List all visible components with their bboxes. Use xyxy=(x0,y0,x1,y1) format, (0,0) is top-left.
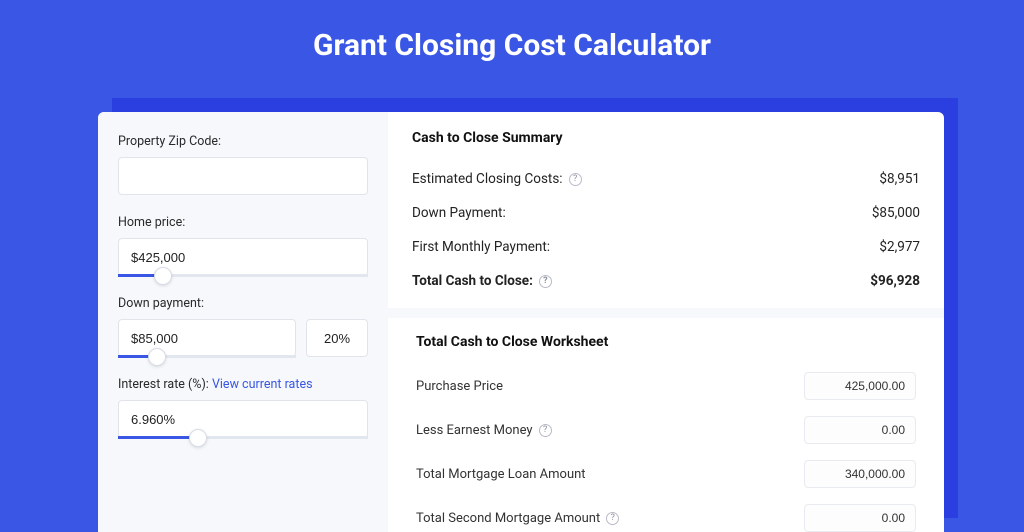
home-price-slider-handle[interactable] xyxy=(154,267,172,285)
calculator-panel: Property Zip Code: Home price: Down paym… xyxy=(98,112,944,532)
rate-label-prefix: Interest rate (%): xyxy=(118,377,212,392)
down-payment-block: Down payment: xyxy=(118,296,368,357)
summary-row-label-text: Total Cash to Close: xyxy=(412,273,533,289)
section-divider xyxy=(388,308,944,318)
summary-row: Estimated Closing Costs:? $8,951 xyxy=(412,162,920,196)
help-icon[interactable]: ? xyxy=(539,275,552,288)
summary-row-label-text: First Monthly Payment: xyxy=(412,239,550,255)
summary-row-label: Total Cash to Close:? xyxy=(412,273,552,289)
rate-label-line: Interest rate (%): View current rates xyxy=(118,377,368,392)
summary-row-label: Down Payment: xyxy=(412,205,506,221)
rate-slider-fill xyxy=(118,436,198,439)
worksheet-row: Total Second Mortgage Amount? xyxy=(412,496,920,532)
worksheet-row-label: Purchase Price xyxy=(416,379,503,394)
down-payment-label: Down payment: xyxy=(118,296,368,311)
zip-label: Property Zip Code: xyxy=(118,134,368,149)
worksheet-title: Total Cash to Close Worksheet xyxy=(412,334,920,350)
home-price-label: Home price: xyxy=(118,215,368,230)
rate-input[interactable] xyxy=(118,400,368,438)
worksheet-row-label-text: Total Second Mortgage Amount xyxy=(416,511,600,526)
worksheet-row-label-text: Less Earnest Money xyxy=(416,423,533,438)
help-icon[interactable]: ? xyxy=(539,424,552,437)
summary-row-label: Estimated Closing Costs:? xyxy=(412,171,582,187)
worksheet-row-input[interactable] xyxy=(804,460,916,488)
worksheet-row: Purchase Price xyxy=(412,364,920,408)
summary-row-value: $8,951 xyxy=(879,171,920,187)
summary-row-value: $2,977 xyxy=(879,239,920,255)
page-title: Grant Closing Cost Calculator xyxy=(0,0,1024,85)
worksheet-row-label-text: Purchase Price xyxy=(416,379,503,394)
help-icon[interactable]: ? xyxy=(569,173,582,186)
worksheet-row-label: Less Earnest Money? xyxy=(416,423,552,438)
down-payment-slider-wrap xyxy=(118,319,296,357)
worksheet-row-label: Total Second Mortgage Amount? xyxy=(416,511,619,526)
summary-row-label-text: Down Payment: xyxy=(412,205,506,221)
summary-rows: Estimated Closing Costs:? $8,951 Down Paym… xyxy=(412,162,920,298)
view-rates-link[interactable]: View current rates xyxy=(212,377,313,392)
zip-field-block: Property Zip Code: xyxy=(118,134,368,195)
rate-slider-wrap xyxy=(118,400,368,438)
results-column: Cash to Close Summary Estimated Closing … xyxy=(388,112,944,532)
down-payment-percent-input[interactable] xyxy=(306,319,368,357)
summary-row: Down Payment: $85,000 xyxy=(412,196,920,230)
summary-row: Total Cash to Close:? $96,928 xyxy=(412,264,920,298)
worksheet-row-input[interactable] xyxy=(804,416,916,444)
worksheet-rows: Purchase Price Less Earnest Money? Total M… xyxy=(412,364,920,532)
summary-title: Cash to Close Summary xyxy=(412,130,920,146)
down-payment-slider-track[interactable] xyxy=(118,355,296,358)
summary-row-value: $96,928 xyxy=(870,273,920,289)
summary-row-label: First Monthly Payment: xyxy=(412,239,550,255)
worksheet-row: Total Mortgage Loan Amount xyxy=(412,452,920,496)
zip-input[interactable] xyxy=(118,157,368,195)
inputs-column: Property Zip Code: Home price: Down paym… xyxy=(98,112,388,532)
worksheet-row-input[interactable] xyxy=(804,504,916,532)
summary-row: First Monthly Payment: $2,977 xyxy=(412,230,920,264)
worksheet-row: Less Earnest Money? xyxy=(412,408,920,452)
worksheet-row-label-text: Total Mortgage Loan Amount xyxy=(416,467,586,482)
interest-rate-block: Interest rate (%): View current rates xyxy=(118,377,368,438)
summary-row-label-text: Estimated Closing Costs: xyxy=(412,171,563,187)
rate-slider-track[interactable] xyxy=(118,436,368,439)
worksheet-row-label: Total Mortgage Loan Amount xyxy=(416,467,586,482)
down-payment-input[interactable] xyxy=(118,319,296,357)
home-price-slider-wrap xyxy=(118,238,368,276)
help-icon[interactable]: ? xyxy=(606,512,619,525)
summary-row-value: $85,000 xyxy=(872,205,920,221)
worksheet-row-input[interactable] xyxy=(804,372,916,400)
worksheet-box: Total Cash to Close Worksheet Purchase P… xyxy=(412,318,920,532)
down-payment-slider-handle[interactable] xyxy=(148,348,166,366)
rate-slider-handle[interactable] xyxy=(189,429,207,447)
home-price-block: Home price: xyxy=(118,215,368,276)
